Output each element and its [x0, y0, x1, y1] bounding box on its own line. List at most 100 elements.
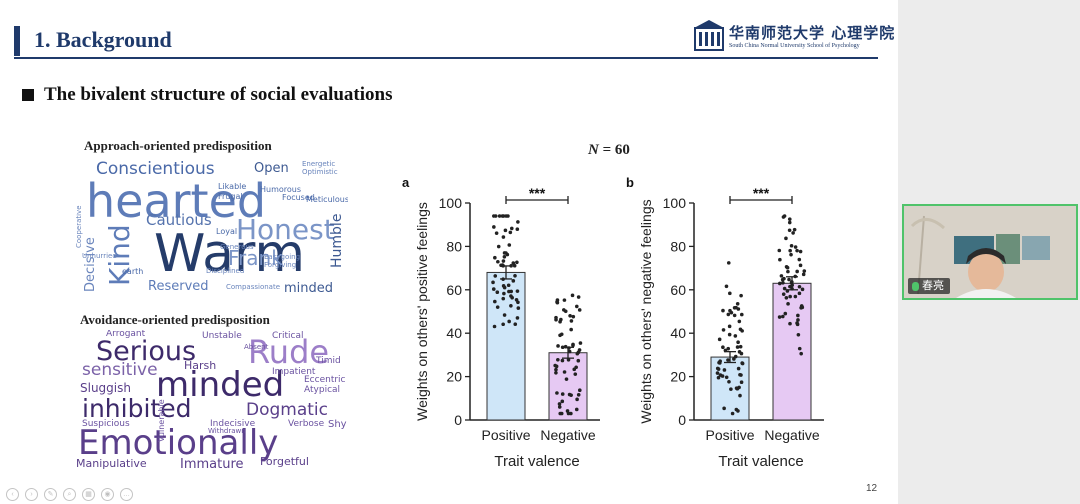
avoid-word-cloud: Serious Rude minded sensitive inhibited Dogma…: [76, 330, 352, 470]
data-point: [727, 324, 732, 329]
data-point: [574, 365, 578, 370]
y-tick-label: 40: [446, 325, 462, 341]
data-point: [509, 289, 514, 294]
university-logo: 华南师范大学 心理学院 South China Normal Universit…: [693, 18, 894, 54]
cloud-word: Eccentric: [304, 375, 346, 385]
data-point: [786, 302, 790, 306]
cloud-word: Serious: [96, 336, 197, 367]
data-point: [790, 280, 794, 284]
approach-cloud-label: Approach-oriented predisposition: [84, 138, 272, 153]
next-slide-icon[interactable]: ›: [25, 488, 38, 501]
data-point: [722, 368, 727, 372]
cloud-word: Harsh: [184, 359, 217, 372]
data-point: [796, 313, 800, 318]
cloud-word: hearted: [86, 174, 267, 228]
data-point: [727, 379, 731, 384]
data-point: [560, 358, 565, 363]
y-axis-label: Weights on others' negative feelings: [638, 199, 654, 423]
data-point: [509, 264, 513, 268]
data-point: [797, 291, 802, 296]
data-point: [721, 308, 725, 313]
data-point: [736, 366, 741, 371]
cloud-word: Frugal: [218, 192, 243, 201]
data-point: [801, 272, 806, 277]
x-tick-label: Negative: [764, 427, 819, 443]
camera-icon[interactable]: ◉: [101, 488, 114, 501]
cloud-word: Easygoing: [264, 253, 301, 261]
data-point: [567, 346, 571, 350]
data-point: [721, 328, 726, 332]
significance-label: ***: [753, 185, 770, 201]
slides-icon[interactable]: ▦: [82, 488, 95, 501]
data-point: [493, 299, 497, 304]
data-point: [735, 301, 740, 306]
data-point: [727, 332, 732, 337]
webcam-tile[interactable]: 春亮: [902, 204, 1078, 300]
data-point: [788, 294, 792, 299]
data-point: [564, 377, 569, 381]
data-point: [554, 364, 559, 369]
cloud-word: sensitive: [82, 360, 158, 380]
data-point: [492, 225, 496, 229]
data-point: [715, 366, 720, 371]
cloud-word: Withdrawn: [208, 427, 246, 435]
previous-slide-icon[interactable]: ‹: [6, 488, 19, 501]
x-tick-label: Positive: [705, 427, 754, 443]
data-point: [576, 392, 581, 397]
data-point: [503, 228, 508, 233]
data-point: [497, 214, 502, 218]
pen-icon[interactable]: ✎: [44, 488, 57, 501]
avoid-cloud-label: Avoidance-oriented predisposition: [80, 312, 270, 327]
data-point: [795, 248, 799, 253]
cloud-word: Vulnerable: [157, 399, 166, 442]
y-tick-label: 100: [663, 195, 687, 211]
data-point: [492, 214, 496, 218]
cloud-word: Loyal: [216, 227, 238, 236]
cloud-word: Emotionally: [78, 423, 279, 463]
cloud-word: Decisive: [83, 237, 98, 292]
header-accent-bar: [14, 26, 20, 56]
cloud-word: Cooperative: [76, 205, 83, 248]
slide: 1. Background 华南师范大学 心理学院 South China No…: [0, 0, 898, 504]
y-tick-label: 60: [670, 282, 686, 298]
y-tick-label: 40: [670, 325, 686, 341]
data-point: [784, 236, 788, 241]
data-point: [501, 235, 506, 239]
cloud-word: Dogmatic: [246, 400, 328, 420]
data-point: [555, 298, 560, 302]
data-point: [570, 293, 575, 298]
data-point: [788, 321, 792, 326]
n-symbol: N: [588, 142, 599, 158]
data-point: [568, 313, 572, 318]
data-point: [777, 281, 782, 286]
chart-panel-b: b 0 20 40 60 80 100 Weights on others' negative…: [626, 175, 824, 470]
data-point: [502, 254, 507, 259]
data-point: [513, 322, 518, 327]
data-point: [569, 411, 573, 416]
zoom-icon[interactable]: ⌕: [63, 488, 76, 501]
data-point: [505, 252, 510, 257]
cloud-word: Optimistic: [302, 168, 338, 176]
section-title: 1. Background: [34, 27, 172, 52]
data-point: [783, 311, 788, 316]
more-icon[interactable]: …: [120, 488, 133, 501]
data-point: [566, 357, 571, 362]
data-point: [798, 263, 803, 268]
data-point: [793, 294, 798, 299]
data-point: [501, 264, 505, 268]
data-point: [740, 329, 744, 333]
cloud-word: Honest: [236, 213, 335, 246]
cloud-word: Meticulous: [306, 195, 348, 204]
chart-panel-a: a 0 20 40 60 80 100 Weights on others' positive…: [402, 175, 600, 470]
y-tick-label: 0: [454, 412, 462, 428]
data-point: [799, 351, 803, 356]
cloud-word: Focused: [282, 193, 315, 202]
data-point: [782, 214, 787, 218]
data-point: [496, 259, 500, 264]
n-value: = 60: [602, 142, 630, 158]
data-point: [778, 257, 782, 262]
data-point: [722, 406, 726, 411]
participant-name-tag: 春亮: [908, 278, 950, 294]
data-point: [501, 284, 506, 288]
data-point: [739, 312, 744, 317]
